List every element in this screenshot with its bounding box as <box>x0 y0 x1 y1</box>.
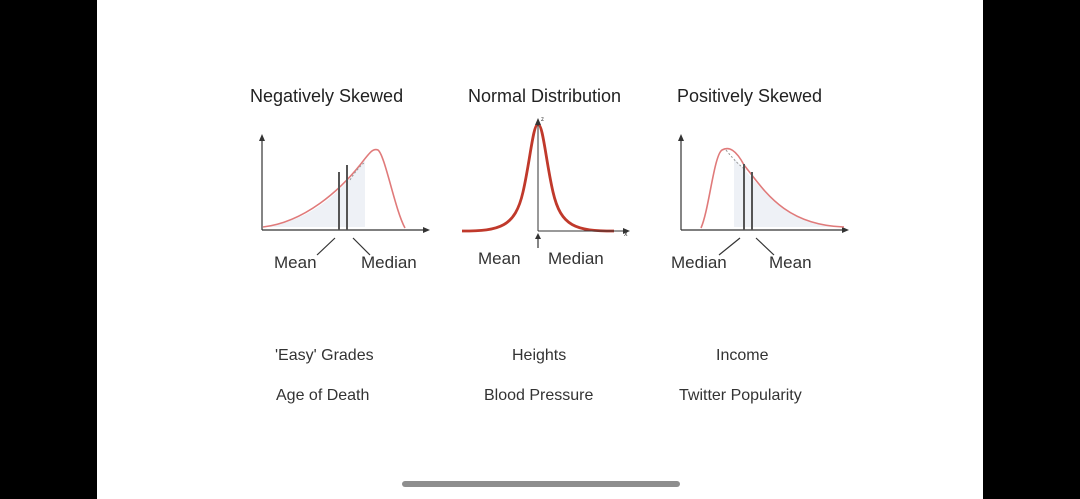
positive-skew-fill <box>734 158 844 227</box>
y-axis-arrow <box>259 134 265 141</box>
title-positively-skewed: Positively Skewed <box>677 86 823 106</box>
label-median-positive: Median <box>671 253 727 272</box>
label-mean-normal: Mean <box>478 249 521 268</box>
example-twitter-popularity: Twitter Popularity <box>679 387 802 404</box>
example-blood-pressure: Blood Pressure <box>484 387 594 404</box>
x-axis-positive-arrow <box>842 227 849 233</box>
label-mean-negative: Mean <box>274 253 317 272</box>
negatively-skewed-chart <box>259 134 430 256</box>
center-pointer-arrow <box>535 233 541 239</box>
label-median-negative: Median <box>361 253 417 272</box>
slide: Negatively Skewed Normal Distribution Po… <box>97 0 983 499</box>
title-normal-distribution: Normal Distribution <box>468 86 622 106</box>
positive-skew-curve <box>700 147 845 229</box>
negative-skew-curve <box>262 148 406 229</box>
example-heights: Heights <box>512 347 567 364</box>
axis-y-label: z <box>541 117 544 123</box>
median-pointer-line <box>352 237 371 256</box>
axis-x-label: x <box>624 231 628 238</box>
negative-skew-fill <box>263 160 365 227</box>
normal-distribution-chart: x z <box>461 117 630 248</box>
label-median-normal: Median <box>548 249 604 268</box>
y-axis-positive-arrow <box>678 134 684 141</box>
positively-skewed-chart <box>678 134 849 256</box>
curve-dashed-section <box>349 161 366 181</box>
home-indicator[interactable] <box>402 481 680 487</box>
label-mean-positive: Mean <box>769 253 812 272</box>
center-axis-arrow <box>535 118 541 125</box>
x-axis-normal-arrow <box>623 228 630 234</box>
example-age-of-death: Age of Death <box>276 387 370 404</box>
mean-pointer-positive <box>755 237 775 256</box>
mean-pointer <box>316 237 336 256</box>
example-income: Income <box>716 347 769 364</box>
median-pointer-positive <box>718 237 741 256</box>
title-negatively-skewed: Negatively Skewed <box>250 86 404 106</box>
example-easy-grades: 'Easy' Grades <box>275 347 374 364</box>
curve-dashed-section-positive <box>725 149 747 171</box>
x-axis-arrow <box>423 227 430 233</box>
